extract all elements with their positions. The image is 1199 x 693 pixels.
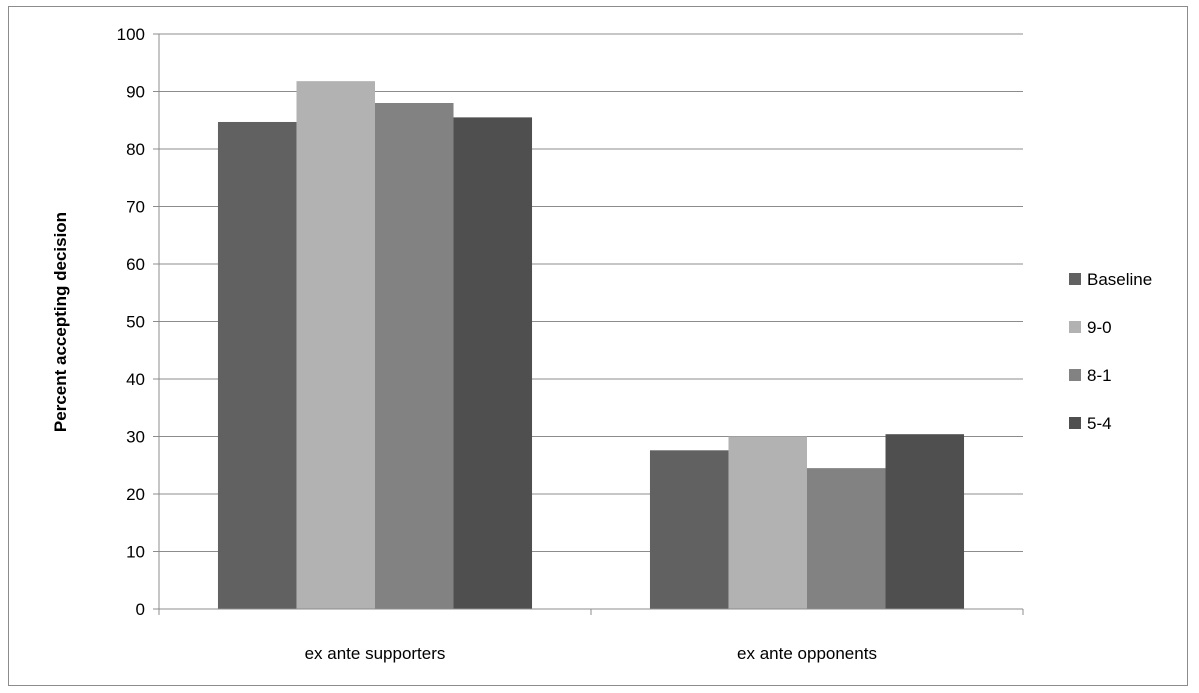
x-category-labels: ex ante supporters ex ante opponents <box>305 644 877 663</box>
y-tick-labels: 0 10 20 30 40 50 60 70 80 90 100 <box>117 25 145 619</box>
y-tick-label: 30 <box>126 428 145 447</box>
legend-swatch <box>1069 417 1081 429</box>
y-tick-label: 20 <box>126 485 145 504</box>
legend-label: Baseline <box>1087 270 1152 289</box>
bar-baseline-1 <box>649 450 729 609</box>
y-tick-label: 100 <box>117 25 145 44</box>
y-tick-label: 40 <box>126 370 145 389</box>
bars <box>217 81 965 609</box>
y-tick-label: 80 <box>126 140 145 159</box>
bar-5-4-1 <box>885 434 965 609</box>
x-category-label: ex ante supporters <box>305 644 446 663</box>
legend-label: 5-4 <box>1087 414 1112 433</box>
y-tick-label: 50 <box>126 313 145 332</box>
legend-swatch <box>1069 273 1081 285</box>
y-tick-label: 60 <box>126 255 145 274</box>
y-tick-label: 90 <box>126 83 145 102</box>
axes <box>153 33 1024 615</box>
y-tick-label: 0 <box>136 600 145 619</box>
legend-label: 9-0 <box>1087 318 1112 337</box>
y-axis-title: Percent accepting decision <box>51 212 70 432</box>
x-category-label: ex ante opponents <box>737 644 877 663</box>
legend-label: 8-1 <box>1087 366 1112 385</box>
bar-9-0-0 <box>296 81 375 609</box>
bar-baseline-0 <box>217 121 297 609</box>
legend: Baseline 9-0 8-1 5-4 <box>1069 270 1152 433</box>
y-tick-label: 10 <box>126 543 145 562</box>
bar-8-1-1 <box>807 468 886 609</box>
legend-swatch <box>1069 321 1081 333</box>
bar-5-4-0 <box>453 117 533 609</box>
chart-frame <box>8 6 1188 686</box>
bar-9-0-1 <box>728 436 807 609</box>
y-tick-label: 70 <box>126 198 145 217</box>
legend-swatch <box>1069 369 1081 381</box>
bar-8-1-0 <box>375 103 454 609</box>
